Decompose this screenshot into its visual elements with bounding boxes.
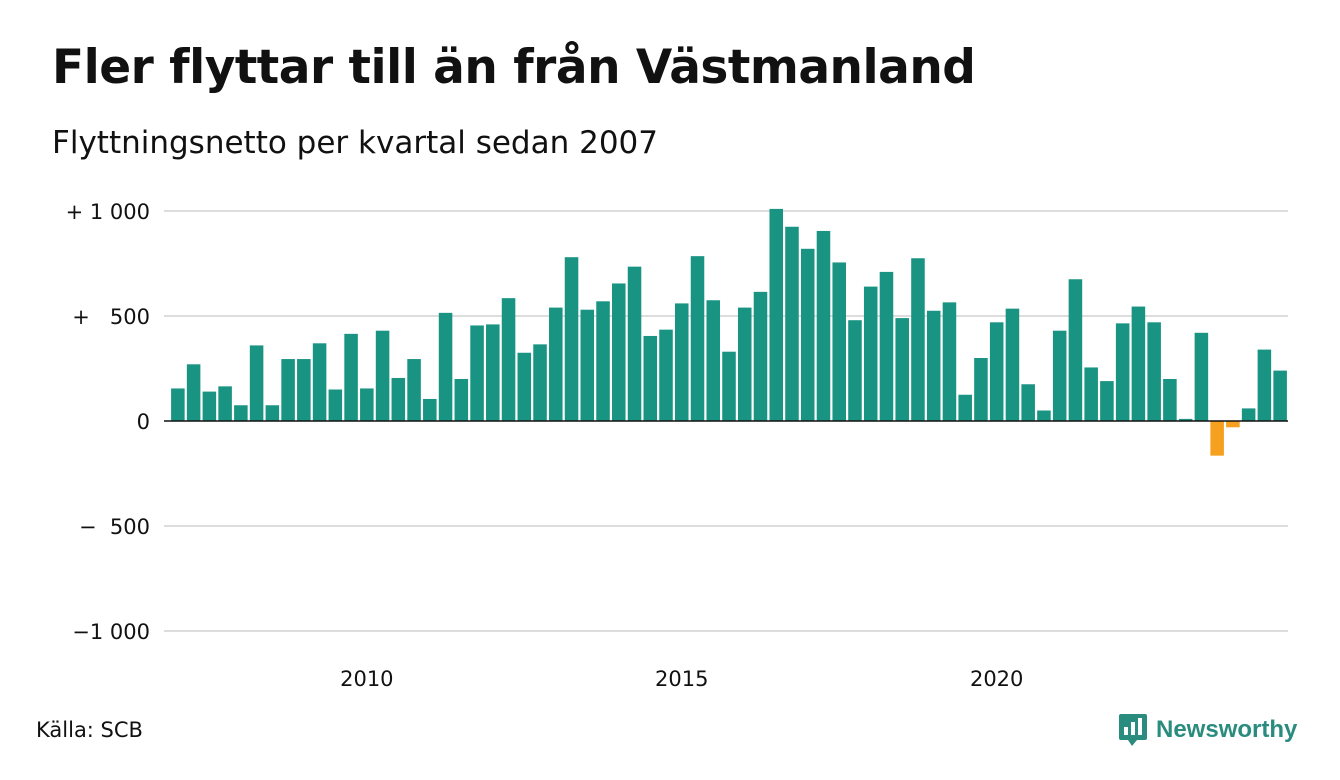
bar [1115, 323, 1130, 421]
bar [895, 318, 909, 421]
y-tick-label: + 1 000 [66, 200, 150, 224]
bar [832, 262, 846, 421]
bar [328, 389, 343, 421]
bar [1005, 308, 1020, 421]
bar [659, 329, 673, 421]
x-axis-ticks: 2010 2015 2020 [340, 667, 1023, 691]
bar [989, 322, 1004, 421]
bar [674, 303, 689, 421]
bar [769, 208, 784, 421]
bar [1273, 370, 1287, 421]
y-tick-label: + 500 [72, 305, 150, 329]
bar [486, 324, 500, 421]
y-axis-ticks: + 1 000 + 500 0 − 500 −1 000 [66, 200, 150, 644]
y-tick-label: − 500 [79, 515, 150, 539]
bar [1021, 384, 1035, 421]
bar [816, 230, 831, 421]
bar [643, 335, 658, 421]
bar [706, 300, 721, 421]
bar [1163, 379, 1177, 421]
bar [596, 301, 610, 421]
bar [879, 271, 894, 421]
bar [800, 248, 815, 421]
bar [958, 394, 972, 421]
bar [612, 283, 626, 421]
newsworthy-logo-icon [1119, 714, 1147, 746]
bar [564, 257, 579, 421]
bar [1226, 421, 1240, 428]
x-tick-label: 2020 [970, 667, 1023, 691]
chart-title: Fler flyttar till än från Västmanland [52, 40, 976, 95]
bar [218, 386, 232, 421]
bar [580, 309, 595, 421]
x-tick-label: 2010 [340, 667, 393, 691]
bar [942, 302, 957, 421]
bar [470, 325, 484, 421]
bar [1257, 349, 1272, 421]
bar [848, 320, 862, 421]
brand-logo[interactable]: Newsworthy [1118, 712, 1297, 748]
bar [186, 364, 201, 421]
bar [202, 391, 217, 421]
bar [423, 398, 437, 421]
bar [1037, 410, 1051, 421]
bar [1178, 418, 1193, 421]
bars [171, 208, 1287, 456]
bar [1194, 332, 1209, 421]
bar [249, 345, 264, 421]
bar [737, 307, 752, 421]
bar [438, 312, 453, 421]
bar [1084, 367, 1098, 421]
bar [1100, 381, 1114, 421]
bar [234, 405, 248, 421]
bar [1052, 330, 1067, 421]
y-tick-label: −1 000 [72, 620, 150, 644]
bar [281, 359, 295, 421]
chart-subtitle: Flyttningsnetto per kvartal sedan 2007 [52, 125, 658, 161]
bar [549, 307, 563, 421]
bar [344, 333, 358, 421]
bar [1241, 408, 1256, 421]
bar [911, 258, 925, 421]
bar [297, 359, 311, 421]
bar [407, 359, 421, 421]
bar [454, 379, 469, 421]
source-note: Källa: SCB [36, 718, 143, 742]
grid-lines [164, 210, 1288, 632]
bar [1131, 306, 1146, 421]
bar [533, 344, 547, 421]
bar [517, 352, 532, 421]
bar-chart: + 1 000 + 500 0 − 500 −1 000 2010 2015 2020 [66, 200, 1288, 691]
bar [265, 405, 280, 421]
bar [722, 351, 736, 421]
bar [312, 343, 327, 421]
bar [360, 388, 374, 421]
x-tick-label: 2015 [655, 667, 708, 691]
bar [926, 310, 941, 421]
bar [627, 266, 642, 421]
bar [1068, 279, 1083, 421]
brand-name: Newsworthy [1156, 716, 1298, 743]
bar [1147, 322, 1161, 421]
bar [690, 256, 705, 421]
bar [171, 388, 185, 421]
bar [375, 330, 390, 421]
bar [391, 377, 406, 421]
bar [501, 298, 516, 421]
y-tick-label: 0 [137, 410, 150, 434]
bar [753, 291, 768, 421]
bar [974, 358, 988, 421]
bar [1210, 421, 1224, 456]
bar [785, 226, 799, 421]
bar [863, 286, 878, 421]
